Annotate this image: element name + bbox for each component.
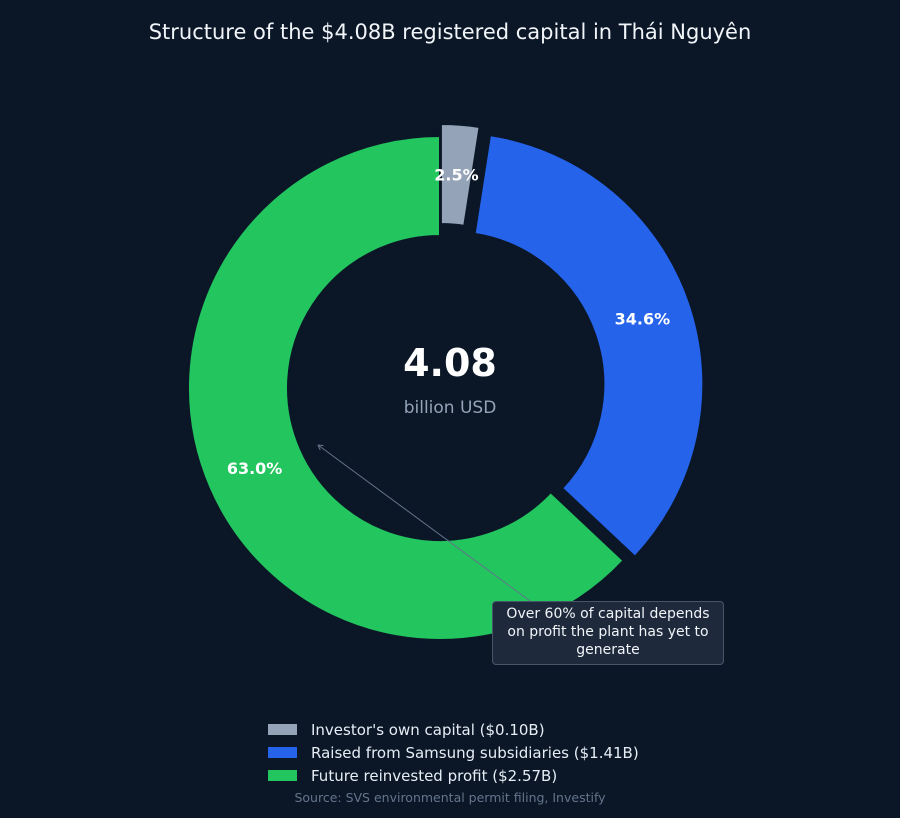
- slices-group: [187, 123, 705, 641]
- legend-swatch-0: [268, 724, 297, 735]
- legend-label-1: Raised from Samsung subsidiaries ($1.41B…: [311, 744, 639, 762]
- annotation-arrow: [317, 444, 531, 602]
- slice-label-2: 63.0%: [227, 459, 283, 478]
- legend-label-0: Investor's own capital ($0.10B): [311, 721, 545, 739]
- legend-label-2: Future reinvested profit ($2.57B): [311, 767, 557, 785]
- slice-raised-from-samsung-subsidiaries-1-41b: [473, 133, 705, 559]
- legend: Investor's own capital ($0.10B) Raised fr…: [268, 721, 639, 785]
- slice-labels-group: 2.5% 34.6% 63.0%: [227, 166, 670, 479]
- slice-label-1: 34.6%: [615, 309, 671, 328]
- slice-label-0: 2.5%: [434, 166, 478, 185]
- center-unit: billion USD: [404, 398, 497, 418]
- slice-future-reinvested-profit-2-57b: [187, 134, 626, 641]
- annotation-arrow-head: [317, 444, 324, 451]
- annotation-callout: Over 60% of capital depends on profit th…: [492, 601, 724, 665]
- center-value: 4.08: [403, 341, 497, 385]
- chart-title: Structure of the $4.08B registered capit…: [149, 20, 752, 44]
- legend-swatch-1: [268, 747, 297, 758]
- source-note: Source: SVS environmental permit filing,…: [294, 790, 606, 805]
- annotation-arrow-line: [317, 444, 531, 602]
- slice-investor-s-own-capital-0-10b: [439, 123, 481, 227]
- legend-swatch-2: [268, 770, 297, 781]
